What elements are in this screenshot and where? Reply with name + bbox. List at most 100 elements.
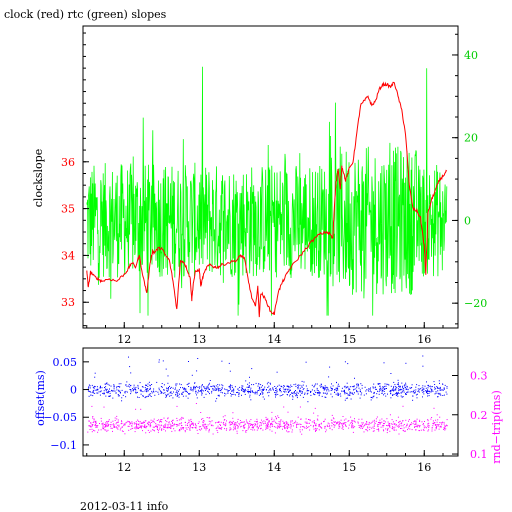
rndtrip-point xyxy=(269,429,271,431)
rndtrip-point xyxy=(284,423,286,425)
rndtrip-point xyxy=(435,424,437,426)
rndtrip-point xyxy=(187,426,189,428)
rndtrip-point xyxy=(315,423,317,425)
offset-point xyxy=(327,389,329,390)
offset-point xyxy=(399,385,401,387)
rndtrip-point xyxy=(378,430,380,432)
rndtrip-point xyxy=(180,418,182,420)
rndtrip-point xyxy=(226,420,227,422)
offset-point xyxy=(219,388,221,390)
rndtrip-point xyxy=(140,425,142,427)
rndtrip-point xyxy=(407,429,408,431)
offset-point xyxy=(216,398,218,400)
rndtrip-point xyxy=(278,423,280,425)
offset-point xyxy=(318,393,320,395)
rndtrip-point xyxy=(283,422,285,424)
rndtrip-point xyxy=(427,425,429,427)
rndtrip-point xyxy=(410,424,412,426)
offset-point xyxy=(125,390,127,392)
rndtrip-point xyxy=(343,422,345,424)
offset-point xyxy=(231,390,233,392)
rndtrip-point xyxy=(104,426,106,428)
rndtrip-point xyxy=(217,431,219,433)
rndtrip-point xyxy=(133,422,135,424)
offset-point xyxy=(369,388,371,390)
rndtrip-point xyxy=(270,423,271,425)
rndtrip-point xyxy=(438,424,440,425)
rndtrip-point xyxy=(358,418,360,420)
y2-tick-label: 0.1 xyxy=(470,448,488,461)
rndtrip-point xyxy=(334,425,336,427)
rndtrip-point xyxy=(100,429,102,431)
offset-point xyxy=(135,386,137,388)
rndtrip-point xyxy=(367,426,369,428)
rndtrip-point xyxy=(425,427,427,429)
offset-point xyxy=(171,393,173,395)
rndtrip-point xyxy=(433,423,435,425)
rndtrip-point xyxy=(184,431,186,433)
offset-point xyxy=(307,401,309,403)
rndtrip-point xyxy=(300,426,301,428)
offset-point xyxy=(316,389,318,391)
offset-point xyxy=(402,387,404,389)
offset-point xyxy=(201,388,203,390)
rndtrip-point xyxy=(252,427,254,429)
offset-point xyxy=(185,395,187,397)
rndtrip-point xyxy=(93,429,94,431)
offset-point xyxy=(263,398,265,400)
rndtrip-point xyxy=(354,418,355,420)
rndtrip-point xyxy=(153,421,155,423)
rndtrip-point xyxy=(290,427,292,429)
y2-tick-label: −20 xyxy=(464,297,487,310)
rndtrip-point xyxy=(150,419,152,421)
offset-point xyxy=(201,393,203,395)
rndtrip-point xyxy=(278,421,280,423)
rndtrip-point xyxy=(435,424,437,426)
offset-point xyxy=(172,387,174,389)
offset-point xyxy=(324,396,326,398)
offset-point xyxy=(180,387,181,389)
offset-point xyxy=(383,362,385,364)
offset-point xyxy=(324,392,326,394)
offset-point xyxy=(149,385,151,387)
rndtrip-point xyxy=(174,430,176,432)
offset-point xyxy=(239,386,241,388)
rndtrip-point xyxy=(348,424,350,426)
rndtrip-point xyxy=(160,424,162,426)
offset-point xyxy=(245,380,247,382)
x-tick-label: 12 xyxy=(117,461,131,474)
offset-point xyxy=(405,384,407,386)
offset-point xyxy=(194,382,196,384)
offset-point xyxy=(406,392,408,394)
rndtrip-point xyxy=(351,421,352,423)
rndtrip-point xyxy=(159,421,161,423)
offset-point xyxy=(153,388,155,390)
rndtrip-point xyxy=(354,420,355,422)
rndtrip-point xyxy=(215,428,217,430)
offset-point xyxy=(319,392,321,394)
rndtrip-point xyxy=(135,408,137,410)
rndtrip-point xyxy=(172,419,174,421)
offset-point xyxy=(178,396,180,398)
rndtrip-point xyxy=(297,416,299,418)
offset-point xyxy=(91,392,93,394)
offset-point xyxy=(346,382,348,384)
offset-point xyxy=(195,390,197,392)
bottom-left-y-axis: 0.050−0.05−0.1 xyxy=(43,356,89,452)
rndtrip-point xyxy=(259,424,261,426)
offset-point xyxy=(145,396,147,398)
rndtrip-point xyxy=(333,418,335,420)
rndtrip-point xyxy=(300,418,302,420)
rndtrip-point xyxy=(277,415,279,417)
y-tick-label: 0.05 xyxy=(53,356,78,369)
offset-point xyxy=(428,384,429,386)
offset-point xyxy=(389,390,391,392)
offset-point xyxy=(301,392,303,394)
offset-point xyxy=(119,386,121,388)
offset-point xyxy=(130,391,132,393)
rndtrip-point xyxy=(331,422,333,424)
rndtrip-point xyxy=(393,429,395,431)
offset-point xyxy=(100,386,101,388)
offset-point xyxy=(344,385,346,387)
